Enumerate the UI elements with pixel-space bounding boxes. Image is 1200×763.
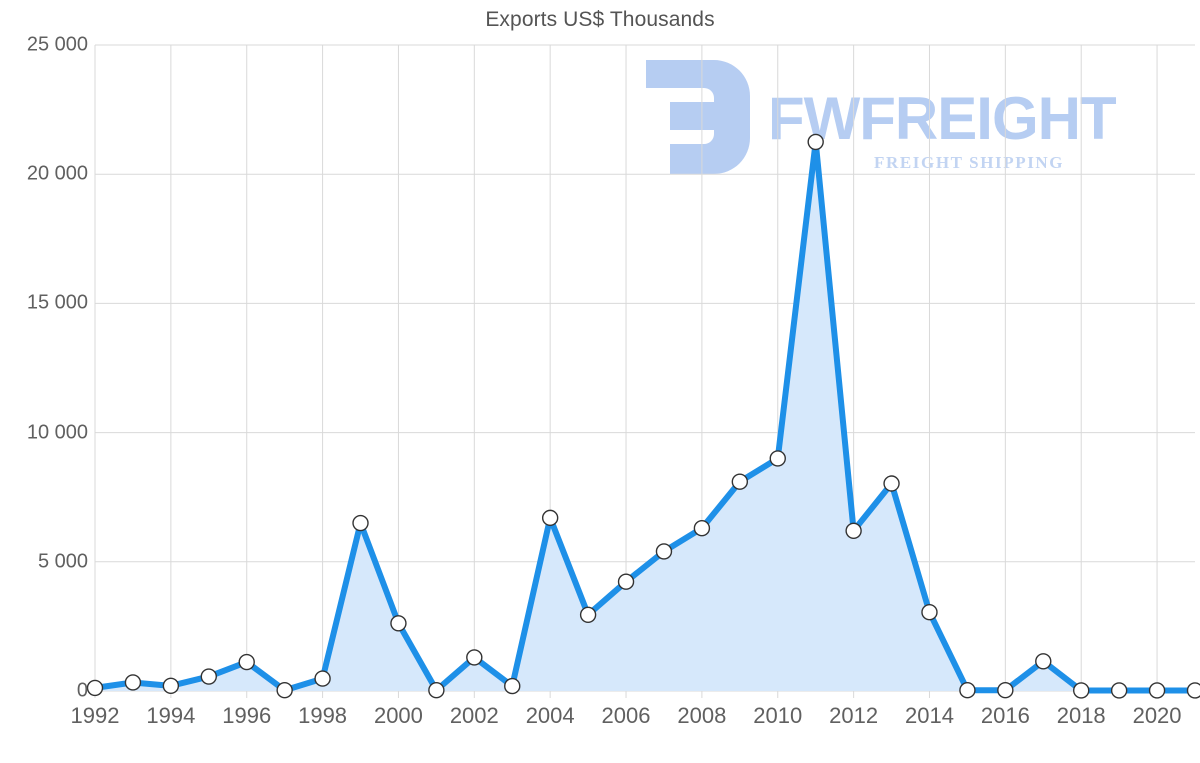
x-axis-tick-label: 2008 xyxy=(677,703,727,728)
x-axis-tick-label: 2002 xyxy=(449,703,499,728)
x-axis-tick-label: 1992 xyxy=(70,703,120,728)
x-axis-tick-label: 2018 xyxy=(1056,703,1106,728)
x-axis-tick-label: 2012 xyxy=(829,703,879,728)
y-axis-tick-label: 5 000 xyxy=(37,550,88,573)
x-axis-tick-label: 2006 xyxy=(601,703,651,728)
area-fill xyxy=(95,141,1195,691)
x-axis-tick-label: 2004 xyxy=(525,703,575,728)
y-axis-tick-label: 10 000 xyxy=(26,421,88,444)
data-markers xyxy=(86,133,1200,699)
y-axis-tick-label: 15 000 xyxy=(26,291,88,314)
x-axis-tick-label: 2020 xyxy=(1132,703,1182,728)
x-axis-tick-label: 1998 xyxy=(298,703,348,728)
x-axis-tick-label: 2016 xyxy=(980,703,1030,728)
x-axis-tick-label: 1996 xyxy=(222,703,272,728)
y-axis-tick-label: 25 000 xyxy=(26,33,88,56)
page-title: Exports US$ Thousands xyxy=(485,8,715,31)
y-axis-tick-label: 0 xyxy=(76,679,88,702)
x-axis-tick-label: 2010 xyxy=(753,703,803,728)
x-axis-tick-label: 2000 xyxy=(373,703,423,728)
x-axis-tick-label: 2014 xyxy=(904,703,954,728)
x-axis-tick-label: 1994 xyxy=(146,703,196,728)
y-axis-tick-label: 20 000 xyxy=(26,162,88,185)
